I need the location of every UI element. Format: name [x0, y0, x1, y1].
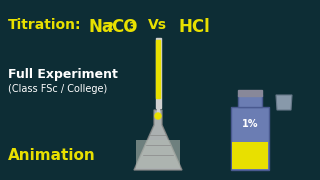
Polygon shape [231, 107, 269, 170]
Text: HCl: HCl [178, 18, 210, 36]
Polygon shape [238, 95, 262, 107]
Text: Full Experiment: Full Experiment [8, 68, 118, 81]
Text: Na: Na [88, 18, 113, 36]
Text: 1%: 1% [242, 119, 258, 129]
Bar [238, 90, 262, 96]
Text: Animation: Animation [8, 148, 96, 163]
Text: Vs: Vs [148, 18, 167, 32]
Text: 3: 3 [128, 22, 135, 32]
Bar [156, 38, 161, 108]
Text: Titration:: Titration: [8, 18, 82, 32]
Polygon shape [136, 140, 180, 168]
Text: (Class FSc / College): (Class FSc / College) [8, 84, 107, 94]
Circle shape [155, 113, 161, 119]
Polygon shape [134, 110, 182, 170]
Polygon shape [276, 95, 292, 110]
Bar [156, 40, 160, 98]
Polygon shape [232, 142, 268, 169]
Bar [157, 108, 159, 114]
Text: 2: 2 [106, 22, 113, 32]
Text: CO: CO [111, 18, 138, 36]
